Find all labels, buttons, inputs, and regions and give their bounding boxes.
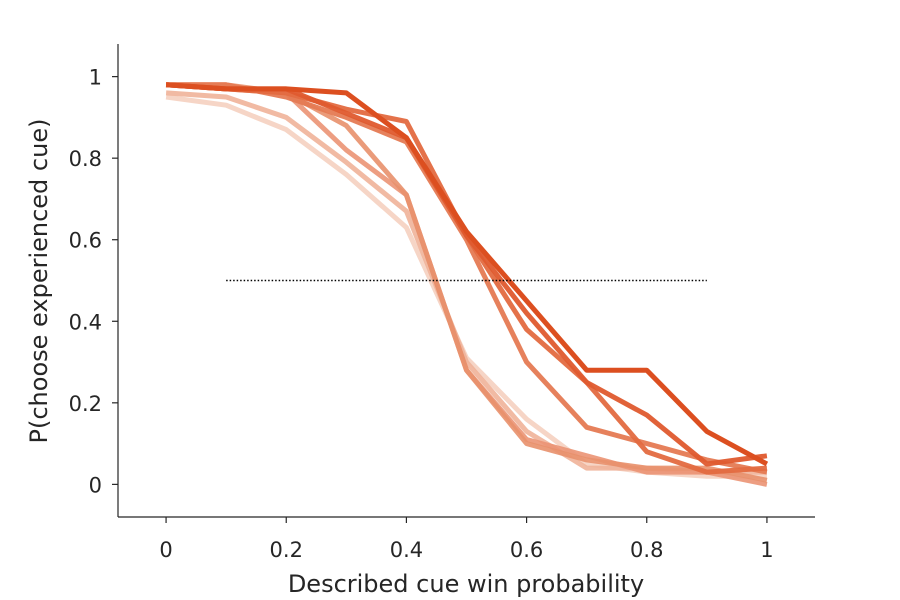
y-tick-label: 0.4 <box>69 310 102 334</box>
x-axis-ticks: 0 0.2 0.4 0.6 0.8 1 <box>159 517 774 562</box>
y-tick-label: 0.8 <box>69 147 102 171</box>
x-axis-label: Described cue win probability <box>288 570 644 598</box>
x-tick-label: 1 <box>760 538 773 562</box>
series-line-2 <box>165 90 767 475</box>
series-line-6 <box>165 82 768 475</box>
y-axis-label: P(choose experienced cue) <box>25 119 53 444</box>
y-tick-label: 0 <box>89 473 102 497</box>
x-tick-label: 0.6 <box>510 538 543 562</box>
x-tick-label: 0.2 <box>270 538 303 562</box>
y-tick-label: 0.6 <box>69 229 102 253</box>
series-line-4 <box>166 82 768 483</box>
y-tick-label: 0.2 <box>69 392 102 416</box>
y-axis-ticks: 0 0.2 0.4 0.6 0.8 1 <box>69 66 118 497</box>
x-tick-label: 0 <box>159 538 172 562</box>
y-tick-label: 1 <box>89 66 102 90</box>
x-tick-label: 0.4 <box>390 538 423 562</box>
series-line-3 <box>165 82 768 487</box>
series-line-5 <box>166 82 768 475</box>
series-line-7 <box>165 82 768 467</box>
plot-area <box>165 82 769 487</box>
series-line-8 <box>165 82 769 467</box>
x-tick-label: 0.8 <box>630 538 663 562</box>
series-line-1 <box>165 94 767 479</box>
